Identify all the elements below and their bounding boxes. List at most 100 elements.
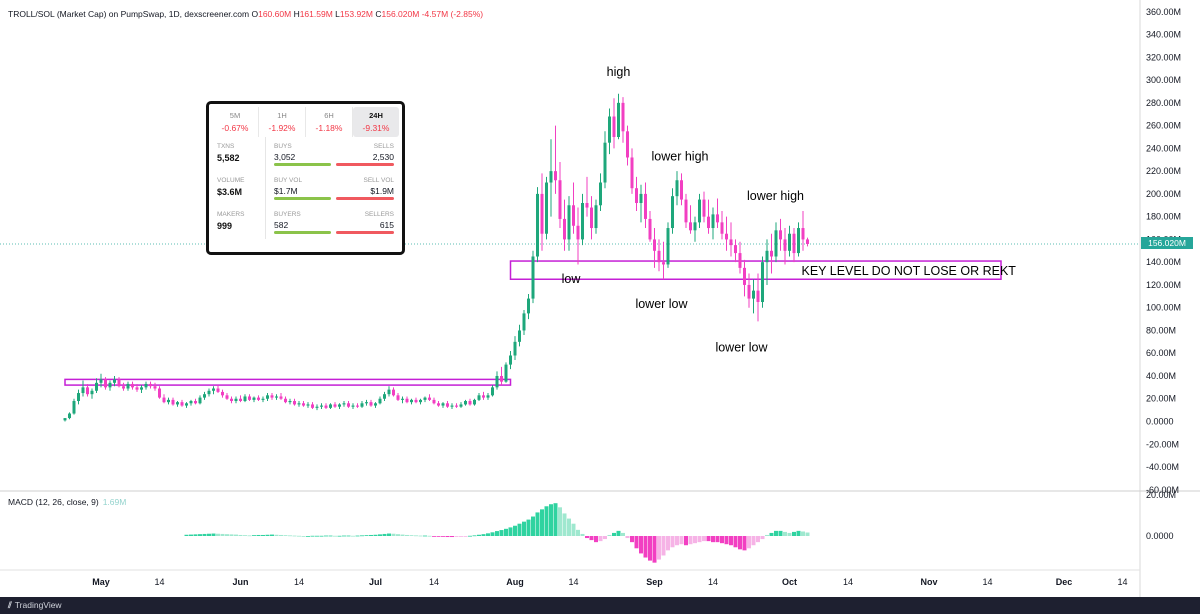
candle-body (86, 387, 89, 395)
macd-bar (738, 536, 742, 550)
candle-body (482, 395, 485, 398)
candle-body (383, 394, 386, 399)
buy-vol-label: BUY VOL (274, 177, 303, 184)
macd-bar (567, 518, 571, 536)
macd-bar (288, 535, 292, 537)
candle-body (77, 393, 80, 402)
macd-bar (652, 536, 657, 563)
candle-body (585, 203, 589, 208)
candle-body (153, 386, 157, 389)
candle-body (99, 379, 103, 383)
candle-body (248, 396, 251, 400)
candle-body (801, 228, 805, 240)
macd-bar (391, 533, 396, 536)
candle-body (158, 388, 161, 398)
buy-vol-value: $1.7M (274, 186, 298, 196)
candle-body (644, 193, 647, 219)
macd-bar (562, 513, 567, 536)
x-tick-label: 14 (294, 577, 304, 587)
token-stats-panel: 5M -0.67% 1H -1.92% 6H -1.18% 24H -9.31%… (206, 101, 405, 255)
tab-24h[interactable]: 24H -9.31% (353, 107, 399, 137)
candle-body (212, 388, 215, 391)
chart-annotation: lower high (652, 149, 709, 163)
candle-body (455, 405, 458, 407)
macd-bar (594, 536, 598, 543)
makers-label: MAKERS (217, 211, 245, 218)
macd-bar (319, 535, 324, 537)
candle-body (657, 250, 661, 263)
candle-body (464, 401, 467, 405)
macd-bar (378, 534, 382, 536)
macd-bar (666, 536, 670, 551)
macd-bar (409, 535, 414, 536)
macd-bar (355, 535, 360, 537)
candle-body (252, 397, 256, 400)
y-tick-label: 360.00M (1146, 7, 1181, 17)
macd-bar (436, 536, 441, 537)
macd-bar (337, 535, 342, 537)
sellers-label: SELLERS (364, 211, 394, 218)
candle-body (225, 395, 229, 399)
macd-bar (198, 534, 202, 536)
candle-body (527, 298, 530, 314)
candle-body (428, 397, 431, 400)
candle-body (608, 116, 611, 143)
x-tick-label: 14 (429, 577, 439, 587)
macd-bar (693, 536, 697, 544)
tradingview-brand[interactable]: ⫽ TradingView (8, 600, 62, 611)
macd-bar (630, 536, 634, 543)
macd-bar (364, 535, 369, 536)
tab-1h-change: -1.92% (268, 123, 296, 133)
sell-vol-value: $1.9M (370, 186, 394, 196)
candle-body (324, 405, 328, 408)
txns-label: TXNS (217, 143, 235, 150)
candle-body (275, 396, 278, 398)
candle-body (756, 290, 760, 303)
candle-body (563, 218, 566, 240)
key-level-zone (64, 378, 512, 386)
x-tick-label: Dec (1056, 577, 1073, 587)
macd-bar (607, 534, 612, 536)
candle-body (617, 102, 620, 137)
tab-1h[interactable]: 1H -1.92% (259, 107, 306, 137)
candle-body (572, 205, 575, 226)
candle-body (491, 387, 494, 396)
macd-bar (265, 534, 270, 536)
candle-body (603, 142, 607, 183)
macd-bar (535, 512, 540, 536)
x-tick-label: Aug (506, 577, 524, 587)
chart-annotation: lower low (635, 297, 688, 311)
candle-body (144, 383, 148, 388)
macd-bar (787, 532, 792, 536)
candle-body (765, 250, 769, 263)
tradingview-logo-icon: ⫽ (8, 600, 12, 610)
x-tick-label: 14 (1117, 577, 1127, 587)
macd-bar (648, 536, 652, 561)
candle-body (599, 182, 602, 206)
macd-bar (517, 523, 522, 536)
tab-5m[interactable]: 5M -0.67% (212, 107, 259, 137)
candle-body (216, 388, 220, 392)
y-tick-label: 280.00M (1146, 98, 1181, 108)
candle-body (522, 313, 526, 331)
sells-value: 2,530 (372, 152, 394, 162)
candle-body (689, 222, 692, 231)
macd-bar (454, 536, 459, 537)
candle-body (536, 193, 539, 257)
macd-bar (621, 532, 625, 536)
candle-body (396, 395, 400, 400)
candle-body (243, 396, 247, 402)
candlestick-chart[interactable]: 360.00M 340.00M 320.00M 300.00M 280.00M 260.0… (0, 0, 1200, 597)
candle-body (662, 262, 665, 265)
candle-body (752, 290, 755, 299)
buys-value: 3,052 (274, 152, 296, 162)
high-value: 161.59M (299, 9, 333, 19)
candle-body (302, 403, 305, 406)
macd-bar (234, 534, 238, 536)
candle-body (230, 398, 233, 402)
candle-body (540, 193, 544, 234)
tab-6h[interactable]: 6H -1.18% (306, 107, 353, 137)
candle-body (342, 403, 346, 405)
x-tick-label: 14 (568, 577, 578, 587)
macd-bar (252, 535, 256, 536)
